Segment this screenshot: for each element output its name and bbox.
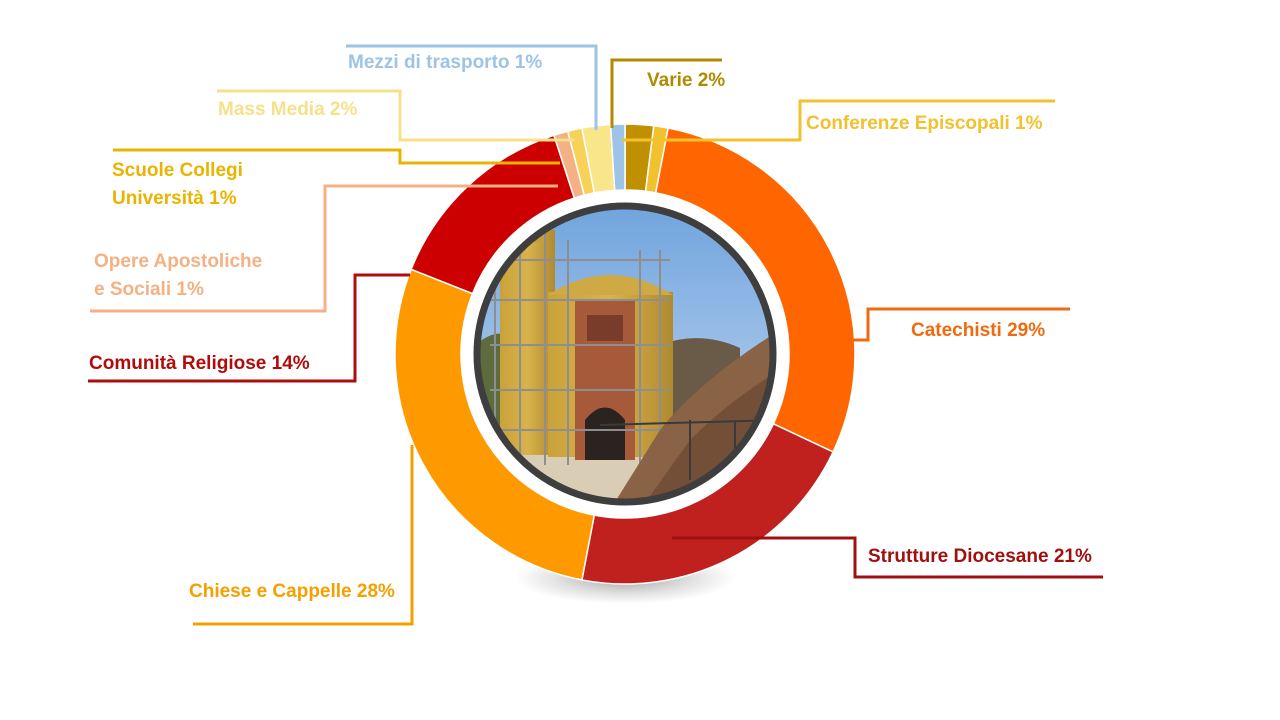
- slice-label-8: Scuole Collegi Università 1%: [112, 157, 243, 213]
- leader-line-10: [346, 44, 598, 130]
- photo-frame: [473, 202, 777, 506]
- slice-label-line: Conferenze Episcopali 1%: [806, 113, 1043, 134]
- slice-label-5: Chiese e Cappelle 28%: [189, 578, 395, 606]
- leader-line-2: [622, 99, 1055, 142]
- slice-label-line: Università 1%: [112, 188, 237, 209]
- slice-label-3: Catechisti 29%: [911, 317, 1045, 345]
- slice-label-line: Strutture Diocesane 21%: [868, 546, 1092, 567]
- slice-label-4: Strutture Diocesane 21%: [868, 543, 1092, 571]
- slice-label-line: Catechisti 29%: [911, 320, 1046, 341]
- leader-line-7: [90, 184, 558, 313]
- leader-line-4: [672, 536, 1103, 579]
- slice-label-2: Conferenze Episcopali 1%: [806, 110, 1043, 138]
- slice-label-7: Opere Apostoliche e Sociali 1%: [94, 248, 262, 304]
- church-photo: [477, 206, 773, 502]
- slice-label-line: Mezzi di trasporto 1%: [348, 52, 543, 73]
- slice-label-10: Mezzi di trasporto 1%: [348, 49, 542, 77]
- slice-label-line: Chiese e Cappelle 28%: [189, 581, 395, 602]
- leader-line-8: [113, 148, 560, 165]
- leader-line-1: [610, 58, 722, 128]
- leader-line-3: [850, 307, 1070, 342]
- slice-label-1: Varie 2%: [647, 67, 725, 95]
- leader-line-6: [88, 273, 410, 383]
- leader-line-9: [217, 89, 575, 142]
- slice-label-line: Comunità Religiose 14%: [89, 353, 310, 374]
- slice-label-line: Varie 2%: [647, 70, 726, 91]
- slice-label-line: Opere Apostoliche: [94, 251, 263, 272]
- slice-label-6: Comunità Religiose 14%: [89, 350, 310, 378]
- leader-lines: [88, 44, 1103, 626]
- slice-label-line: Mass Media 2%: [218, 99, 358, 120]
- slice-label-9: Mass Media 2%: [218, 96, 357, 124]
- leader-line-5: [193, 445, 414, 626]
- slice-label-line: e Sociali 1%: [94, 279, 204, 300]
- slice-label-line: Scuole Collegi: [112, 160, 243, 181]
